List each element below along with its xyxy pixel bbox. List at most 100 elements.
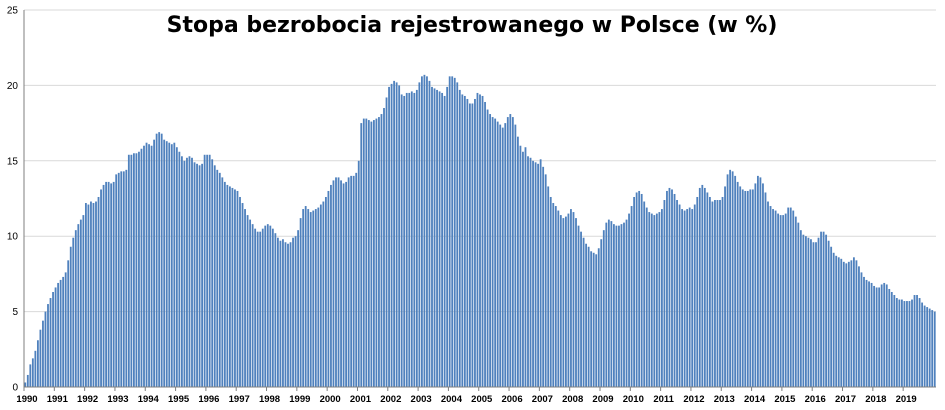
bar bbox=[683, 210, 686, 387]
bar bbox=[830, 246, 833, 387]
bar bbox=[228, 186, 231, 387]
bar bbox=[721, 196, 724, 387]
bar bbox=[754, 183, 757, 387]
bar bbox=[693, 204, 696, 387]
bar bbox=[378, 117, 380, 387]
bar bbox=[337, 177, 340, 387]
bar bbox=[595, 254, 598, 387]
bar bbox=[893, 295, 896, 387]
bar bbox=[572, 212, 575, 387]
bar bbox=[759, 177, 762, 387]
bar bbox=[201, 163, 204, 387]
bar bbox=[160, 133, 163, 387]
bar bbox=[913, 295, 916, 387]
bar bbox=[95, 201, 97, 387]
bar bbox=[69, 246, 72, 387]
bar bbox=[383, 108, 385, 388]
x-tick-label: 2012 bbox=[683, 394, 704, 405]
bar bbox=[794, 216, 797, 387]
bar bbox=[105, 181, 108, 387]
x-tick-label: 2005 bbox=[471, 394, 493, 405]
bar bbox=[726, 174, 729, 387]
bar bbox=[284, 242, 287, 387]
bar bbox=[408, 92, 411, 387]
bar bbox=[837, 257, 840, 387]
bar bbox=[916, 295, 918, 387]
bar bbox=[633, 196, 636, 387]
bar-series bbox=[24, 74, 936, 388]
bar bbox=[188, 156, 191, 387]
y-tick-label: 15 bbox=[7, 156, 19, 167]
bar bbox=[638, 190, 641, 387]
bar bbox=[658, 212, 661, 387]
bar bbox=[832, 252, 835, 387]
bar bbox=[845, 263, 848, 387]
bar bbox=[724, 186, 726, 387]
bar bbox=[714, 200, 716, 387]
bar bbox=[168, 142, 171, 387]
bar bbox=[415, 89, 418, 388]
bar bbox=[436, 89, 438, 388]
bar bbox=[762, 183, 764, 387]
bar bbox=[666, 190, 668, 387]
bar bbox=[514, 124, 517, 388]
bar bbox=[350, 175, 353, 387]
bar bbox=[628, 213, 630, 387]
bar bbox=[420, 76, 423, 387]
x-tick-label: 1990 bbox=[16, 394, 37, 405]
bar bbox=[855, 260, 858, 387]
bar bbox=[132, 153, 135, 387]
bar bbox=[170, 144, 173, 387]
bar bbox=[592, 252, 595, 387]
bar bbox=[676, 200, 678, 387]
bar bbox=[474, 98, 476, 387]
x-tick-label: 1993 bbox=[107, 394, 128, 405]
bar bbox=[322, 201, 325, 387]
bar bbox=[527, 156, 529, 387]
bar bbox=[254, 228, 257, 387]
bar bbox=[491, 117, 494, 387]
bar bbox=[923, 305, 926, 387]
bar bbox=[327, 190, 330, 387]
bar bbox=[165, 141, 168, 387]
bar bbox=[418, 82, 421, 387]
bar bbox=[799, 230, 802, 387]
bar bbox=[370, 121, 373, 387]
bar bbox=[135, 153, 138, 387]
bar bbox=[903, 301, 906, 387]
bar bbox=[130, 154, 133, 387]
bar bbox=[868, 281, 870, 387]
bar bbox=[618, 225, 620, 387]
bar bbox=[736, 181, 739, 387]
bar bbox=[403, 95, 406, 388]
bar bbox=[532, 160, 534, 387]
bar bbox=[489, 114, 492, 388]
bar bbox=[655, 213, 658, 387]
bar bbox=[605, 222, 608, 387]
bar bbox=[62, 276, 65, 387]
bar bbox=[448, 76, 451, 387]
bar bbox=[140, 148, 143, 387]
bar bbox=[335, 177, 337, 387]
bar bbox=[138, 151, 140, 387]
bar bbox=[294, 236, 297, 387]
bar bbox=[203, 154, 206, 387]
bar bbox=[524, 147, 527, 387]
bar bbox=[888, 288, 891, 387]
bar bbox=[885, 284, 888, 387]
bar bbox=[249, 219, 252, 387]
x-tick-label: 1994 bbox=[138, 394, 160, 405]
bar bbox=[206, 154, 209, 387]
bar bbox=[90, 201, 92, 387]
bar bbox=[107, 181, 110, 387]
bar bbox=[612, 224, 615, 387]
bar bbox=[218, 172, 221, 387]
bar bbox=[716, 200, 719, 387]
bar bbox=[340, 180, 342, 387]
bar bbox=[706, 192, 709, 387]
bar bbox=[842, 261, 845, 387]
bar bbox=[847, 261, 850, 387]
bar bbox=[307, 209, 310, 387]
bar bbox=[552, 203, 555, 387]
bar bbox=[264, 225, 267, 387]
